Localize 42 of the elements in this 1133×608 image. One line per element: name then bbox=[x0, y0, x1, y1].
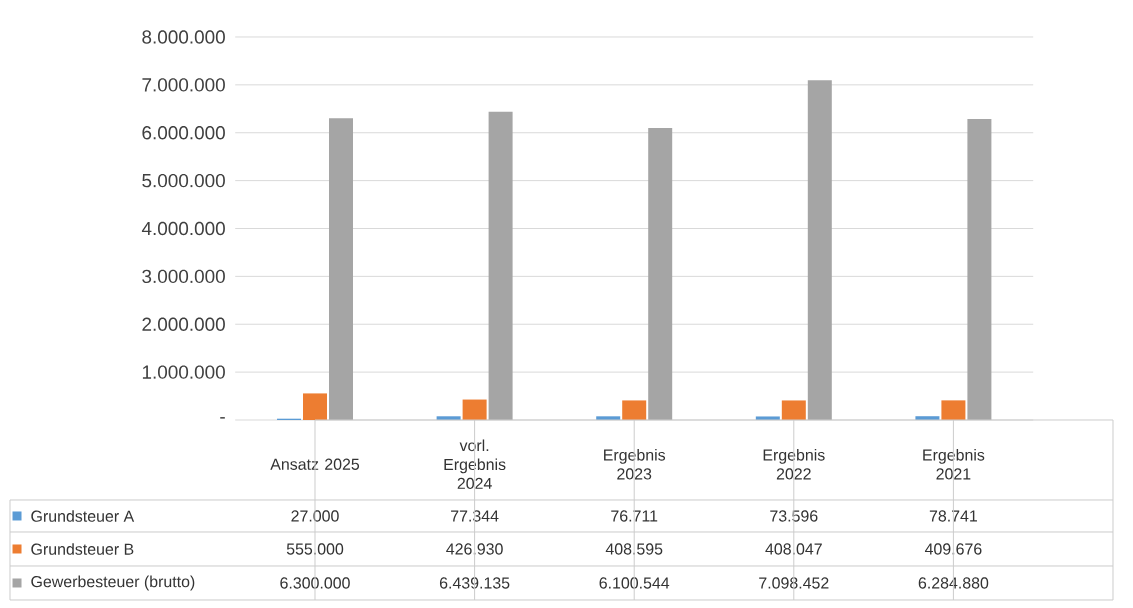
data-label: 6.284.880 bbox=[918, 577, 989, 589]
y-tick-label: 8.000.000 bbox=[142, 30, 225, 44]
data-label: 6.300.000 bbox=[280, 577, 350, 589]
bar bbox=[648, 127, 673, 420]
data-label: 73.596 bbox=[770, 510, 818, 522]
data-label: 408.595 bbox=[605, 543, 663, 555]
y-tick-label: 1.000.000 bbox=[142, 365, 225, 379]
bar bbox=[329, 118, 353, 420]
bar bbox=[781, 400, 806, 420]
x-tick-label: Ergebnis 2023 bbox=[604, 448, 666, 480]
data-label: 6.439.135 bbox=[439, 577, 510, 589]
data-label: 6.100.544 bbox=[599, 577, 670, 589]
data-label: 77.344 bbox=[451, 510, 499, 522]
data-label: 408.047 bbox=[765, 543, 822, 555]
bar bbox=[462, 399, 487, 420]
y-tick-label: 2.000.000 bbox=[142, 317, 225, 331]
y-tick-label: 5.000.000 bbox=[142, 173, 225, 188]
legend-label: Grundsteuer A bbox=[31, 510, 135, 522]
legend-label: Grundsteuer B bbox=[31, 543, 134, 555]
bar bbox=[967, 119, 992, 420]
bar bbox=[807, 80, 832, 420]
data-label: 76.711 bbox=[611, 510, 658, 522]
data-label: 555.000 bbox=[286, 543, 344, 555]
y-tick-label: 6.000.000 bbox=[142, 126, 225, 140]
bar bbox=[303, 393, 328, 420]
data-label: 7.098.452 bbox=[759, 577, 829, 589]
y-tick-label: - bbox=[220, 417, 225, 419]
data-label: 78.741 bbox=[929, 510, 977, 522]
y-tick-label: 4.000.000 bbox=[141, 221, 225, 236]
x-tick-label: Ergebnis 2021 bbox=[923, 448, 985, 480]
data-label: 27.000 bbox=[291, 510, 339, 522]
x-tick-label: Ergebnis 2022 bbox=[763, 448, 825, 480]
x-tick-label: vorl. Ergebnis 2024 bbox=[444, 439, 506, 490]
bar bbox=[488, 111, 513, 420]
legend-label: Gewerbesteuer (brutto) bbox=[31, 575, 195, 591]
y-tick-label: 3.000.000 bbox=[142, 269, 225, 284]
y-tick-label: 7.000.000 bbox=[142, 78, 225, 92]
x-tick-label: Ansatz 2025 bbox=[270, 458, 360, 470]
bar bbox=[622, 400, 647, 420]
data-label: 426.930 bbox=[446, 543, 503, 555]
bar bbox=[941, 400, 966, 420]
data-label: 409.676 bbox=[924, 543, 982, 555]
